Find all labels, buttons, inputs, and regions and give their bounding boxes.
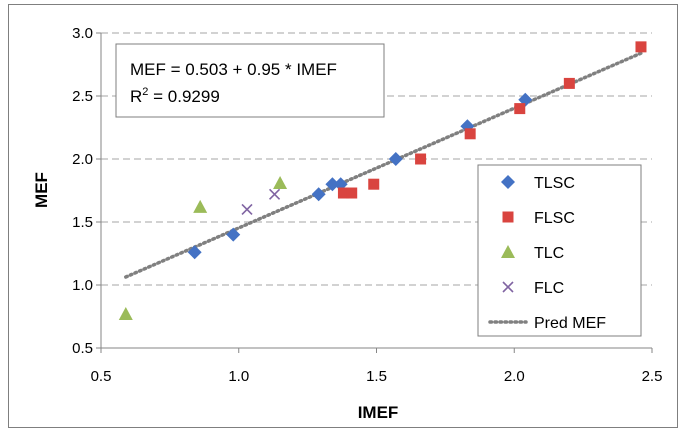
x-tick-label: 1.5	[366, 368, 387, 385]
tlsc-point	[460, 119, 475, 134]
flsc-point	[563, 77, 575, 89]
tlsc-point	[311, 187, 326, 202]
flsc-point	[368, 178, 380, 190]
data-points	[118, 41, 647, 320]
tlc-point	[273, 175, 288, 189]
x-tick-label: 2.0	[504, 368, 525, 385]
legend-swatch-tlc	[501, 245, 515, 258]
x-stroke	[502, 281, 514, 293]
tlc-point	[118, 306, 133, 320]
flsc-point	[337, 187, 349, 199]
legend: TLSC FLSC TLC FLC Pred MEF	[477, 164, 642, 337]
y-tick-label: 1.5	[72, 214, 93, 231]
y-tick-label: 2.5	[72, 88, 93, 105]
tlsc-point	[325, 177, 340, 192]
legend-label-flc: FLC	[534, 280, 564, 297]
tlc-point	[193, 199, 208, 213]
legend-label-tlc: TLC	[534, 245, 564, 262]
y-tick-label: 2.0	[72, 151, 93, 168]
tlsc-point	[187, 245, 202, 260]
equation-text: MEF = 0.503 + 0.95 * IMEF	[130, 60, 337, 79]
legend-swatch-tlsc	[501, 175, 515, 189]
tlsc-point	[226, 227, 241, 242]
flc-point	[268, 188, 281, 200]
flsc-point	[635, 41, 647, 53]
flsc-point	[464, 128, 476, 140]
x-tick-label: 0.5	[91, 368, 112, 385]
tlsc-point	[388, 152, 403, 166]
legend-label-tlsc: TLSC	[534, 175, 575, 192]
pred-mef-line	[124, 51, 643, 279]
y-axis-title: MEF	[32, 172, 51, 208]
x-stroke	[268, 188, 281, 200]
flc-point	[241, 203, 253, 215]
r-squared-text: R2 = 0.9299	[130, 86, 220, 106]
tick-labels: 0.5 1.0 1.5 2.0 2.5 3.0 0.5 1.0 1.5 2.0 2.5	[72, 25, 662, 385]
flsc-point	[415, 153, 427, 165]
legend-swatch-flsc	[502, 211, 514, 223]
flsc-point	[514, 103, 526, 115]
y-tick-label: 0.5	[72, 340, 93, 357]
equation-box: MEF = 0.503 + 0.95 * IMEF R2 = 0.9299	[115, 43, 385, 118]
pred-mef-line	[124, 51, 643, 279]
x-tick-label: 2.5	[642, 368, 663, 385]
legend-swatch-flc	[502, 281, 514, 293]
legend-label-pred-mef: Pred MEF	[534, 315, 606, 332]
y-tick-label: 1.0	[72, 277, 93, 294]
axes	[96, 32, 653, 353]
x-tick-label: 1.0	[228, 368, 249, 385]
x-stroke	[241, 203, 253, 215]
legend-label-flsc: FLSC	[534, 210, 575, 227]
y-tick-label: 3.0	[72, 25, 93, 42]
x-axis-title: IMEF	[358, 403, 399, 422]
flsc-point	[346, 187, 358, 199]
